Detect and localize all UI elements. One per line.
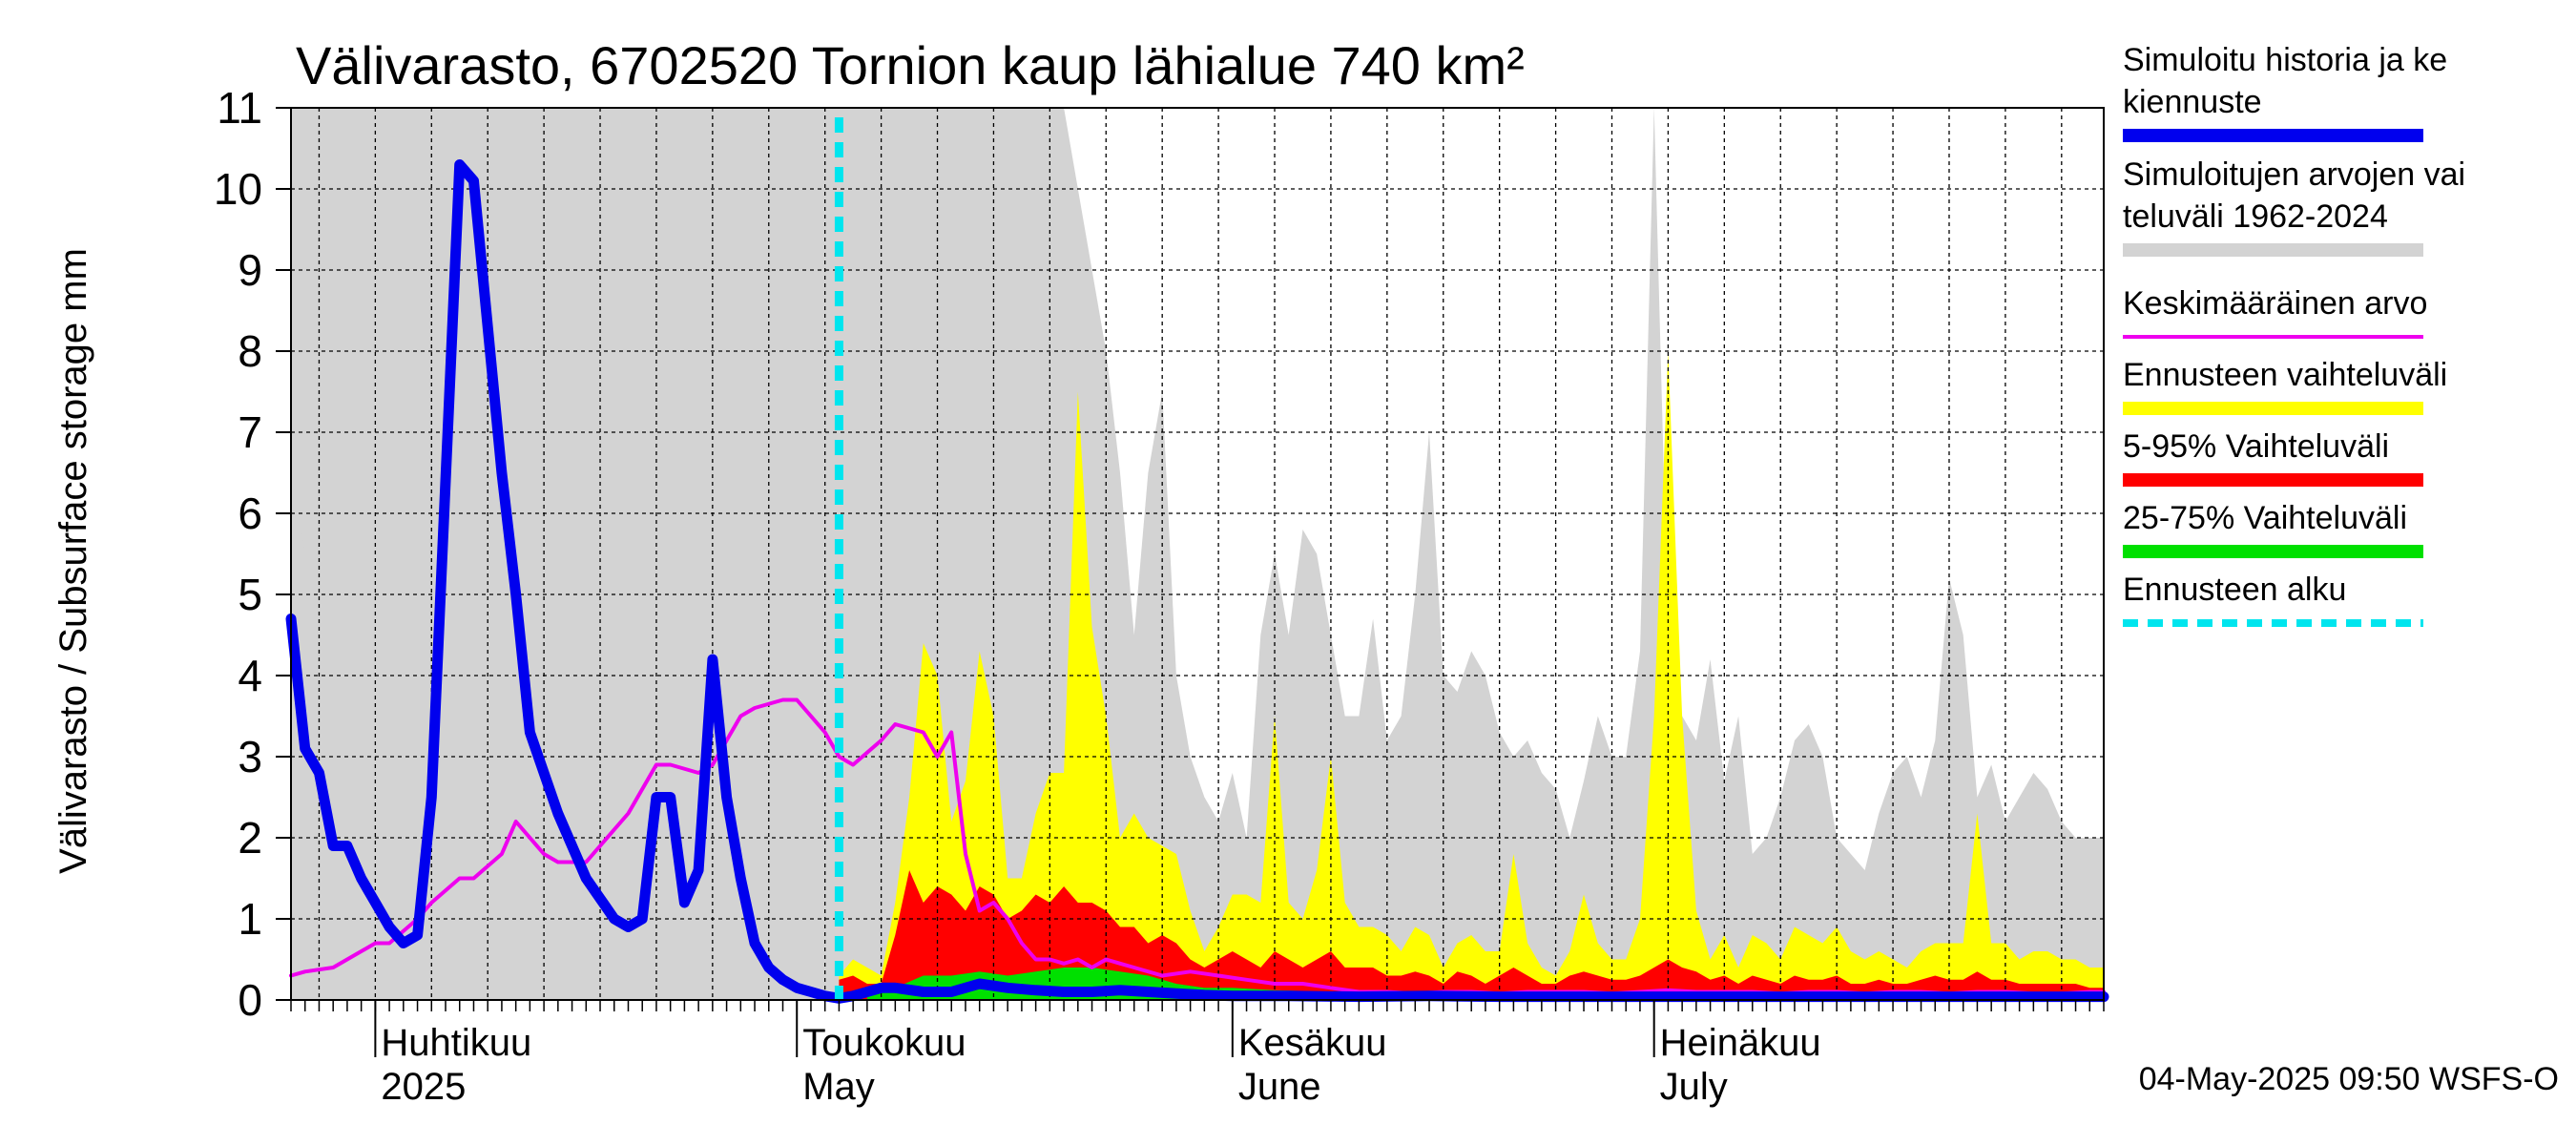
legend-label: Ennusteen vaihteluväli bbox=[2123, 357, 2447, 393]
y-tick-label: 10 bbox=[214, 164, 262, 214]
legend-label: Ennusteen alku bbox=[2123, 572, 2346, 608]
band-series-0 bbox=[291, 108, 2104, 1000]
timestamp-footer: 04-May-2025 09:50 WSFS-O bbox=[2139, 1061, 2559, 1097]
month-label-fi: Heinäkuu bbox=[1660, 1022, 1821, 1064]
y-tick-label: 4 bbox=[238, 651, 262, 700]
band-series-2 bbox=[839, 870, 2104, 1000]
month-label-fi: Kesäkuu bbox=[1238, 1022, 1387, 1064]
legend: Simuloitu historia ja ke kiennuste Simuloi… bbox=[2123, 42, 2465, 627]
legend-label: Keskimääräinen arvo bbox=[2123, 285, 2427, 322]
month-label-en: 2025 bbox=[381, 1066, 466, 1108]
y-tick-label: 8 bbox=[238, 326, 262, 376]
chart-title: Välivarasto, 6702520 Tornion kaup lähial… bbox=[296, 35, 1525, 95]
y-tick-label: 7 bbox=[238, 407, 262, 457]
legend-label: 25-75% Vaihteluväli bbox=[2123, 500, 2407, 536]
legend-label: 5-95% Vaihteluväli bbox=[2123, 428, 2389, 465]
y-tick-label: 0 bbox=[238, 975, 262, 1025]
month-label-en: May bbox=[802, 1066, 875, 1108]
legend-label: Simuloitujen arvojen vai bbox=[2123, 156, 2465, 193]
plot-area bbox=[285, 107, 2109, 1004]
legend-label: teluväli 1962-2024 bbox=[2123, 198, 2388, 235]
month-label-en: June bbox=[1238, 1066, 1321, 1108]
y-tick-label: 5 bbox=[238, 570, 262, 619]
y-tick-label: 1 bbox=[238, 894, 262, 944]
month-label-fi: Huhtikuu bbox=[381, 1022, 531, 1064]
month-label-en: July bbox=[1660, 1066, 1728, 1108]
y-tick-label: 11 bbox=[217, 83, 262, 133]
month-label-fi: Toukokuu bbox=[802, 1022, 966, 1064]
grid-lines bbox=[291, 108, 2104, 1000]
series-lines bbox=[285, 117, 2109, 1004]
y-tick-label: 6 bbox=[238, 489, 262, 538]
plot-frame bbox=[290, 107, 2105, 1001]
legend-label: kiennuste bbox=[2123, 84, 2262, 120]
y-axis-label: Välivarasto / Subsurface storage mm bbox=[52, 248, 94, 874]
y-tick-label: 2 bbox=[238, 813, 262, 863]
y-axis-ticks: 0 1 2 3 4 5 6 7 8 9 10 11 bbox=[214, 83, 291, 1025]
y-tick-label: 9 bbox=[238, 245, 262, 295]
y-tick-label: 3 bbox=[238, 732, 262, 781]
range-bands bbox=[291, 108, 2104, 1000]
line-series-1 bbox=[285, 159, 2109, 1004]
legend-label: Simuloitu historia ja ke bbox=[2123, 42, 2447, 78]
